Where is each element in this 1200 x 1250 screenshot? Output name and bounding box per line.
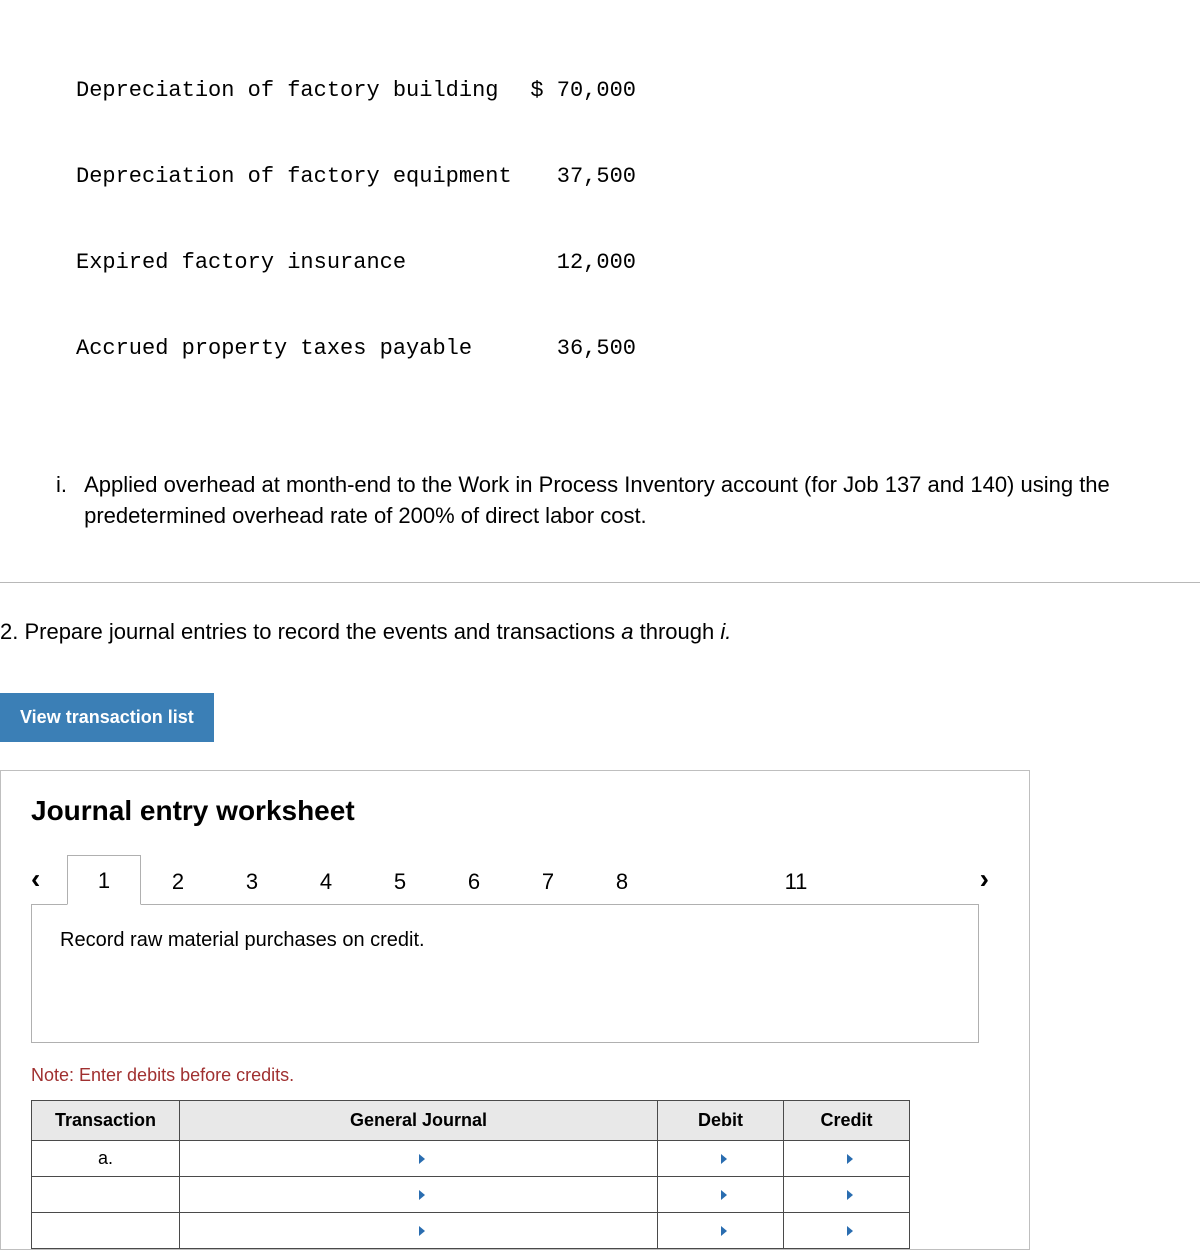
col-transaction: Transaction bbox=[32, 1100, 180, 1140]
overhead-row: Accrued property taxes payable 36,500 bbox=[76, 335, 1200, 364]
item-i: i. Applied overhead at month-end to the … bbox=[56, 470, 1150, 532]
dropdown-icon bbox=[847, 1190, 853, 1200]
chevron-left-icon[interactable]: ‹ bbox=[31, 863, 67, 905]
tab-3[interactable]: 3 bbox=[215, 857, 289, 905]
cell-general-journal[interactable] bbox=[180, 1176, 658, 1212]
dropdown-icon bbox=[847, 1154, 853, 1164]
dropdown-icon bbox=[419, 1226, 425, 1236]
tab-6[interactable]: 6 bbox=[437, 857, 511, 905]
dropdown-icon bbox=[419, 1190, 425, 1200]
cell-transaction bbox=[32, 1176, 180, 1212]
col-general-journal: General Journal bbox=[180, 1100, 658, 1140]
table-header-row: Transaction General Journal Debit Credit bbox=[32, 1100, 910, 1140]
note-debits-before-credits: Note: Enter debits before credits. bbox=[31, 1065, 1029, 1086]
tab-4[interactable]: 4 bbox=[289, 857, 363, 905]
item-i-text: Applied overhead at month-end to the Wor… bbox=[84, 470, 1144, 532]
q2-i: i. bbox=[720, 619, 731, 644]
tab-11[interactable]: 11 bbox=[759, 857, 833, 905]
cell-transaction: a. bbox=[32, 1140, 180, 1176]
col-debit: Debit bbox=[658, 1100, 784, 1140]
overhead-value: 36,500 bbox=[516, 335, 636, 364]
question-2: 2. Prepare journal entries to record the… bbox=[0, 619, 1200, 645]
overhead-label: Depreciation of factory equipment bbox=[76, 163, 516, 192]
overhead-table: Depreciation of factory building $ 70,00… bbox=[76, 20, 1200, 420]
q2-prefix: 2. Prepare journal entries to record the… bbox=[0, 619, 621, 644]
tab-8[interactable]: 8 bbox=[585, 857, 659, 905]
journal-worksheet: Journal entry worksheet ‹ 1 2 3 4 5 6 7 … bbox=[0, 770, 1030, 1250]
entry-prompt: Record raw material purchases on credit. bbox=[31, 904, 979, 1043]
dropdown-icon bbox=[721, 1154, 727, 1164]
col-credit: Credit bbox=[784, 1100, 910, 1140]
table-row: a. bbox=[32, 1140, 910, 1176]
divider bbox=[0, 582, 1200, 583]
overhead-value: 12,000 bbox=[516, 249, 636, 278]
tab-7[interactable]: 7 bbox=[511, 857, 585, 905]
item-i-marker: i. bbox=[56, 470, 74, 501]
q2-a: a bbox=[621, 619, 633, 644]
tab-2[interactable]: 2 bbox=[141, 857, 215, 905]
cell-general-journal[interactable] bbox=[180, 1140, 658, 1176]
cell-debit[interactable] bbox=[658, 1140, 784, 1176]
chevron-right-icon[interactable]: › bbox=[953, 863, 989, 905]
tab-1[interactable]: 1 bbox=[67, 855, 141, 905]
table-row bbox=[32, 1212, 910, 1248]
overhead-row: Depreciation of factory equipment 37,500 bbox=[76, 163, 1200, 192]
tabs-bar: ‹ 1 2 3 4 5 6 7 8 11 › bbox=[31, 855, 1029, 905]
cell-credit[interactable] bbox=[784, 1212, 910, 1248]
tab-5[interactable]: 5 bbox=[363, 857, 437, 905]
overhead-row: Depreciation of factory building $ 70,00… bbox=[76, 77, 1200, 106]
overhead-list: Depreciation of factory building $ 70,00… bbox=[0, 0, 1200, 532]
journal-entry-table: Transaction General Journal Debit Credit… bbox=[31, 1100, 910, 1249]
cell-transaction bbox=[32, 1212, 180, 1248]
overhead-label: Expired factory insurance bbox=[76, 249, 516, 278]
overhead-label: Depreciation of factory building bbox=[76, 77, 516, 106]
overhead-value: 37,500 bbox=[516, 163, 636, 192]
overhead-row: Expired factory insurance 12,000 bbox=[76, 249, 1200, 278]
dropdown-icon bbox=[419, 1154, 425, 1164]
cell-credit[interactable] bbox=[784, 1176, 910, 1212]
cell-debit[interactable] bbox=[658, 1176, 784, 1212]
q2-mid: through bbox=[634, 619, 721, 644]
overhead-label: Accrued property taxes payable bbox=[76, 335, 516, 364]
cell-credit[interactable] bbox=[784, 1140, 910, 1176]
dropdown-icon bbox=[721, 1190, 727, 1200]
worksheet-title: Journal entry worksheet bbox=[31, 795, 1029, 827]
overhead-value: $ 70,000 bbox=[516, 77, 636, 106]
dropdown-icon bbox=[721, 1226, 727, 1236]
cell-general-journal[interactable] bbox=[180, 1212, 658, 1248]
table-row bbox=[32, 1176, 910, 1212]
cell-debit[interactable] bbox=[658, 1212, 784, 1248]
view-transaction-list-button[interactable]: View transaction list bbox=[0, 693, 214, 742]
dropdown-icon bbox=[847, 1226, 853, 1236]
